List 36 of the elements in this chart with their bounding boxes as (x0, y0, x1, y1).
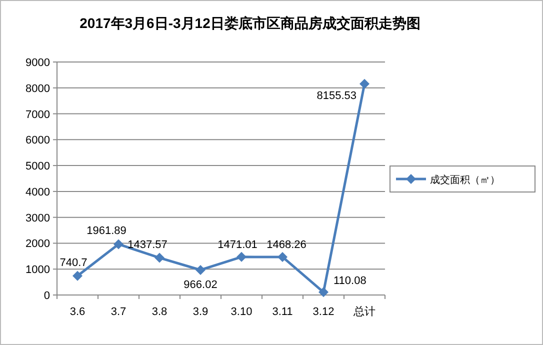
data-label: 8155.53 (316, 90, 356, 102)
data-label: 740.7 (60, 256, 88, 269)
data-label: 966.02 (184, 278, 218, 291)
y-tick-label: 5000 (26, 160, 50, 173)
y-tick-label: 4000 (26, 186, 50, 198)
x-tick-label: 3.9 (192, 306, 208, 318)
y-tick-label: 9000 (26, 57, 50, 69)
y-tick-label: 2000 (26, 238, 50, 250)
data-label: 1471.01 (218, 238, 258, 251)
x-tick-label: 3.6 (70, 306, 86, 318)
data-label: 110.08 (334, 275, 366, 288)
point (196, 264, 206, 275)
point (318, 287, 328, 298)
x-tick-label: 3.11 (272, 306, 293, 318)
y-tick-label: 8000 (26, 82, 50, 95)
y-tick-label: 7000 (26, 108, 50, 121)
x-tick-label: 3.10 (230, 306, 252, 318)
x-tick-label: 3.7 (110, 306, 126, 318)
point (360, 78, 370, 89)
y-tick-label: 1000 (26, 264, 50, 276)
point (114, 239, 124, 250)
data-label: 1961.89 (86, 225, 126, 238)
y-tick-label: 3000 (26, 212, 50, 224)
y-tick-label: 0 (44, 290, 50, 302)
point (72, 270, 82, 281)
legend-label: 成交面积（㎡） (430, 174, 500, 186)
point (154, 252, 164, 263)
x-tick-label: 3.8 (152, 306, 168, 318)
x-tick-label: 3.12 (312, 306, 334, 318)
data-label: 1437.57 (128, 238, 168, 251)
y-tick-label: 6000 (26, 134, 50, 147)
data-label: 1468.26 (266, 238, 306, 251)
point (236, 252, 246, 262)
x-tick-label: 总计 (352, 305, 376, 318)
point (278, 252, 288, 262)
chart-title: 2017年3月6日-3月12日娄底市区商品房成交面积走势图 (80, 15, 420, 31)
